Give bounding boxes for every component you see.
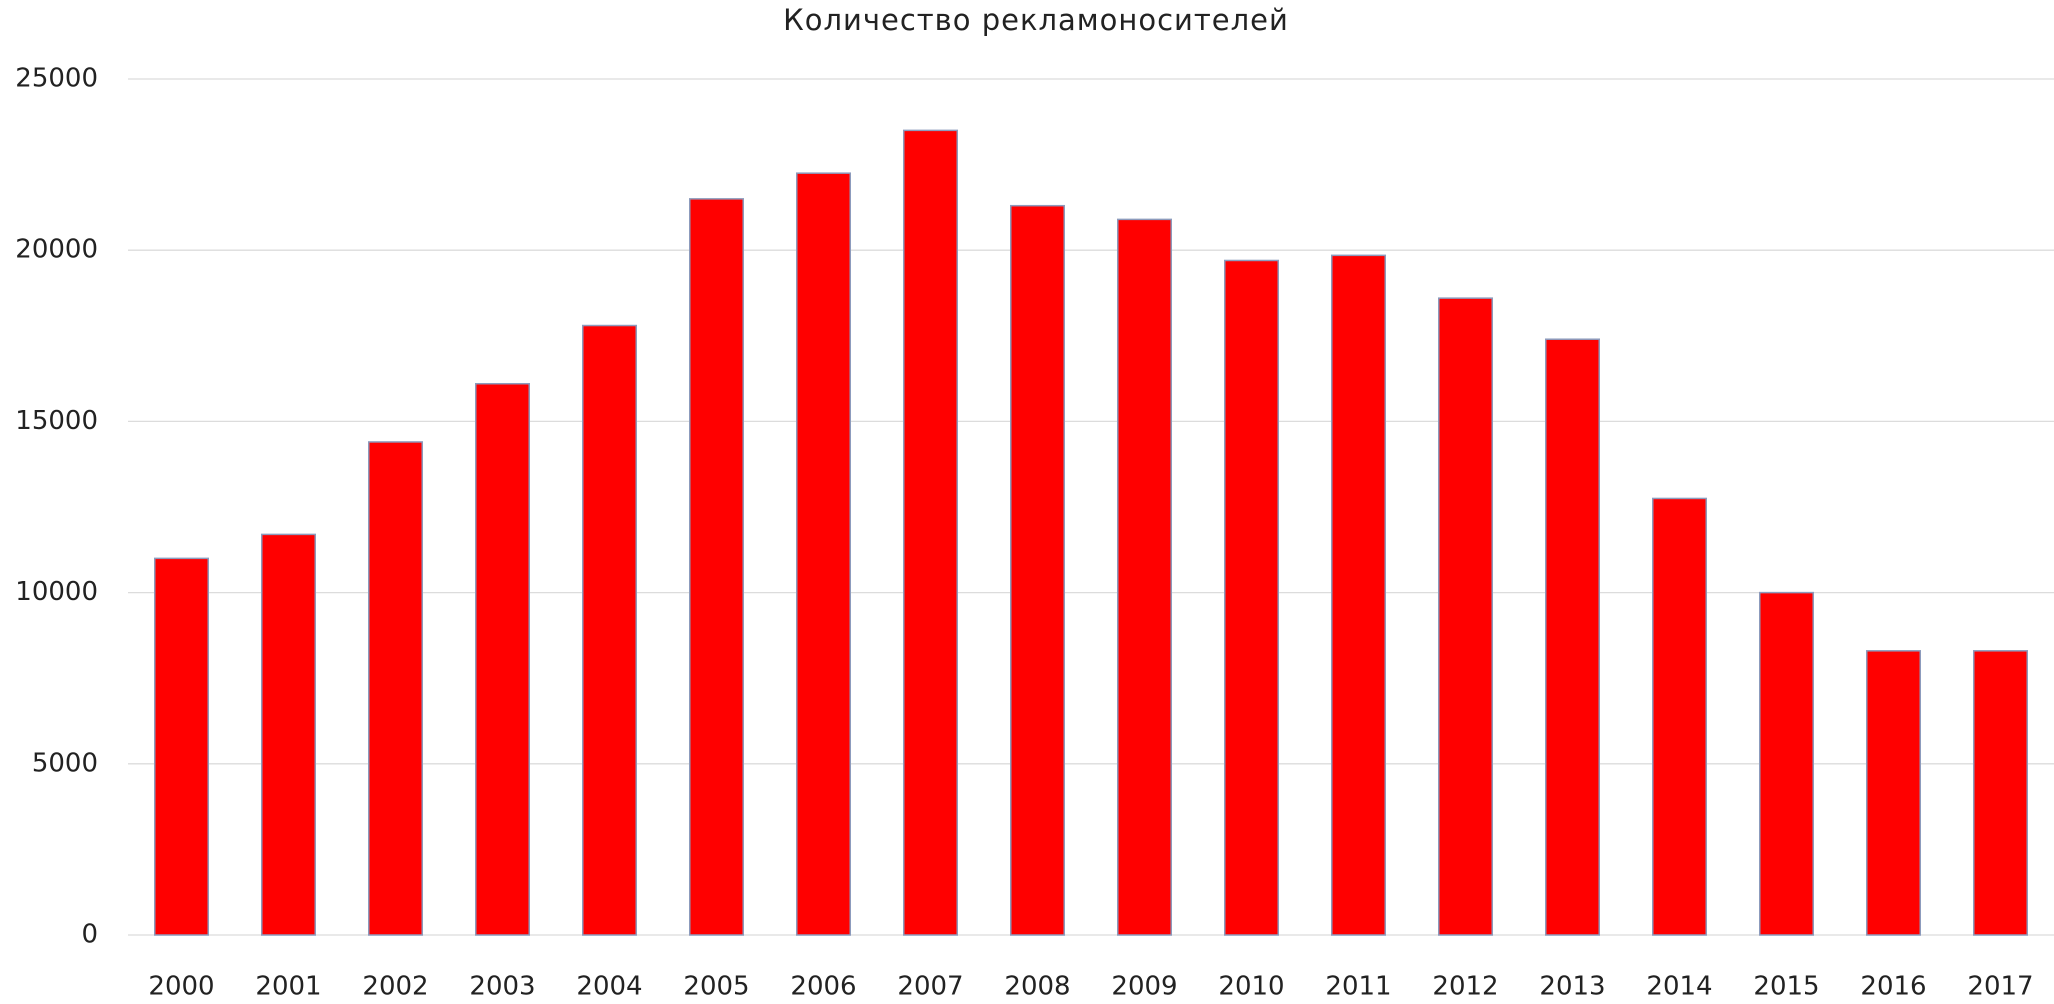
x-tick-label: 2011 [1325,972,1391,1002]
bar [1545,338,1600,936]
chart-title: Количество рекламоносителей [783,3,1289,37]
bar [1117,218,1172,936]
bar [154,557,209,936]
x-tick-label: 2000 [148,972,214,1002]
x-tick-label: 2012 [1432,972,1498,1002]
y-tick-label: 0 [81,920,98,950]
bar [368,441,423,936]
x-tick-label: 2007 [897,972,963,1002]
bar [475,382,530,936]
x-tick-label: 2014 [1646,972,1712,1002]
y-tick-label: 15000 [15,406,98,436]
x-tick-label: 2005 [683,972,749,1002]
bar [1759,591,1814,936]
bar [903,129,958,936]
x-tick-label: 2001 [255,972,321,1002]
x-tick-label: 2008 [1004,972,1070,1002]
x-tick-label: 2009 [1111,972,1177,1002]
x-tick-label: 2006 [790,972,856,1002]
x-tick-label: 2013 [1539,972,1605,1002]
y-tick-label: 20000 [15,235,98,265]
bar [1652,497,1707,936]
bar [1866,650,1921,936]
x-tick-label: 2003 [469,972,535,1002]
x-tick-label: 2004 [576,972,642,1002]
bar [689,198,744,936]
x-tick-label: 2017 [1967,972,2033,1002]
y-tick-label: 25000 [15,64,98,94]
y-tick-label: 5000 [32,748,98,778]
bar [261,533,316,936]
x-tick-label: 2010 [1218,972,1284,1002]
x-tick-label: 2015 [1753,972,1819,1002]
bar [1224,259,1279,936]
y-tick-label: 10000 [15,577,98,607]
x-tick-label: 2002 [362,972,428,1002]
bar [1973,650,2028,936]
bar [582,324,637,936]
x-tick-label: 2016 [1860,972,1926,1002]
bar [796,172,851,936]
bar [1438,297,1493,936]
bar [1010,204,1065,936]
bar [1331,254,1386,936]
